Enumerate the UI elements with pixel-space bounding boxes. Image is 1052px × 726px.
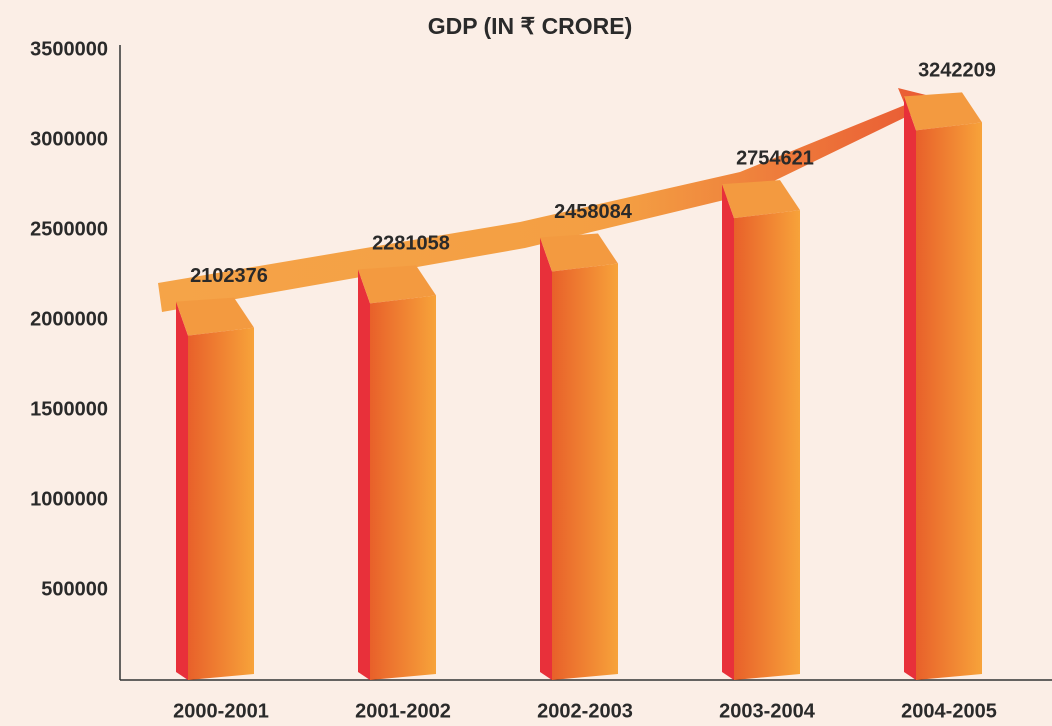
- y-tick-label: 1000000: [30, 488, 108, 510]
- value-label: 3242209: [918, 60, 996, 82]
- x-tick-label: 2003-2004: [719, 700, 816, 722]
- value-label: 2281058: [372, 233, 450, 255]
- x-tick-label: 2000-2001: [173, 700, 269, 722]
- bar: [916, 122, 982, 680]
- bar: [552, 264, 618, 680]
- value-label: 2754621: [736, 147, 814, 169]
- x-tick-label: 2001-2002: [355, 700, 451, 722]
- y-tick-label: 3000000: [30, 128, 108, 150]
- chart-title: GDP (IN ₹ CRORE): [428, 13, 633, 39]
- bar: [370, 295, 436, 680]
- value-label: 2458084: [554, 201, 633, 223]
- bar-side: [358, 269, 370, 680]
- value-label: 2102376: [190, 265, 268, 287]
- y-tick-label: 1500000: [30, 398, 108, 420]
- x-tick-label: 2002-2003: [537, 700, 633, 722]
- bar-side: [540, 238, 552, 680]
- bar-side: [722, 184, 734, 680]
- y-tick-label: 2500000: [30, 218, 108, 240]
- y-tick-label: 2000000: [30, 308, 108, 330]
- bar-side: [176, 302, 188, 680]
- y-tick-label: 500000: [41, 578, 108, 600]
- bar-side: [904, 96, 916, 680]
- y-tick-label: 3500000: [30, 38, 108, 60]
- chart: GDP (IN ₹ CRORE) 500000 1000000 1500000 200…: [0, 0, 1052, 726]
- background: [0, 0, 1052, 726]
- x-tick-label: 2004-2005: [901, 700, 997, 722]
- bar: [734, 210, 800, 680]
- bar: [188, 328, 254, 680]
